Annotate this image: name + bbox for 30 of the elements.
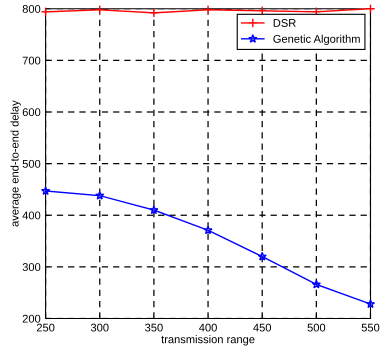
- point: [40, 186, 50, 196]
- x-tick-label: 400: [199, 324, 217, 332]
- x-tick-label: 500: [308, 324, 326, 332]
- point: [94, 4, 105, 15]
- point: [203, 225, 213, 234]
- point: [149, 8, 159, 18]
- point: [40, 6, 50, 17]
- y-axis-title: average end-to-end delay: [10, 100, 21, 226]
- point: [203, 4, 213, 15]
- y-tick-label: 500: [22, 160, 40, 168]
- y-tick-label: 800: [22, 5, 40, 13]
- point: [258, 252, 267, 261]
- y-tick-label: 700: [22, 56, 40, 65]
- x-tick-label: 350: [145, 324, 163, 332]
- x-tick-label: 550: [362, 324, 380, 332]
- point: [312, 280, 322, 288]
- point: [95, 190, 104, 200]
- x-tick-label: 250: [36, 324, 54, 332]
- legend-label: DSR: [274, 19, 296, 27]
- y-tick-label: 200: [22, 314, 40, 323]
- point: [366, 4, 376, 14]
- point: [149, 205, 159, 214]
- legend-label: Genetic Algorithm: [273, 34, 360, 46]
- x-tick-label: 300: [90, 324, 109, 332]
- y-tick-label: 300: [22, 263, 40, 272]
- x-axis-title: transmission range: [161, 335, 254, 346]
- point: [366, 299, 376, 308]
- y-tick-label: 600: [22, 108, 40, 116]
- x-tick-label: 450: [253, 324, 272, 332]
- y-tick-label: 400: [22, 212, 40, 220]
